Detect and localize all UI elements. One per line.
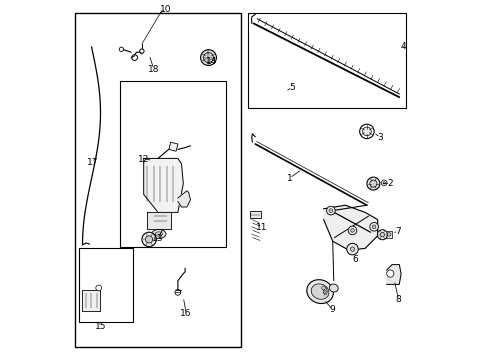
Circle shape bbox=[96, 285, 102, 291]
Circle shape bbox=[371, 225, 375, 229]
Text: 7: 7 bbox=[395, 227, 401, 236]
Text: 16: 16 bbox=[180, 309, 191, 318]
Circle shape bbox=[323, 288, 326, 292]
Circle shape bbox=[322, 287, 325, 291]
Circle shape bbox=[346, 243, 358, 255]
Polygon shape bbox=[143, 158, 183, 212]
Text: 9: 9 bbox=[329, 305, 335, 314]
Text: 17: 17 bbox=[87, 158, 98, 167]
Text: 4: 4 bbox=[400, 42, 406, 51]
Text: 11: 11 bbox=[256, 223, 267, 232]
Circle shape bbox=[175, 289, 181, 295]
Circle shape bbox=[119, 47, 123, 51]
Text: 3: 3 bbox=[377, 133, 383, 142]
Bar bbox=[247, 13, 406, 108]
Text: 6: 6 bbox=[352, 255, 358, 264]
Circle shape bbox=[386, 233, 390, 236]
Circle shape bbox=[359, 124, 373, 139]
Circle shape bbox=[140, 49, 144, 53]
Circle shape bbox=[377, 230, 386, 240]
Circle shape bbox=[386, 270, 393, 277]
Circle shape bbox=[203, 53, 213, 63]
Circle shape bbox=[382, 182, 385, 184]
Circle shape bbox=[323, 291, 326, 295]
Ellipse shape bbox=[151, 230, 166, 239]
Circle shape bbox=[326, 206, 335, 215]
Bar bbox=[385, 231, 392, 238]
Circle shape bbox=[381, 180, 386, 186]
Ellipse shape bbox=[311, 284, 328, 300]
Ellipse shape bbox=[328, 284, 338, 292]
Circle shape bbox=[369, 180, 376, 187]
Text: 18: 18 bbox=[148, 65, 159, 74]
Polygon shape bbox=[178, 191, 190, 207]
Circle shape bbox=[132, 55, 137, 60]
Text: 1: 1 bbox=[286, 174, 292, 183]
Circle shape bbox=[347, 226, 356, 235]
Circle shape bbox=[321, 286, 325, 290]
Ellipse shape bbox=[306, 280, 333, 303]
Circle shape bbox=[366, 177, 379, 190]
Polygon shape bbox=[323, 205, 377, 250]
Text: 5: 5 bbox=[289, 83, 295, 91]
Circle shape bbox=[323, 290, 326, 293]
Bar bbox=[82, 290, 101, 311]
Text: 8: 8 bbox=[395, 295, 401, 304]
Polygon shape bbox=[147, 212, 170, 229]
Circle shape bbox=[350, 229, 354, 232]
Polygon shape bbox=[386, 265, 400, 284]
Circle shape bbox=[200, 50, 216, 66]
Bar bbox=[79, 248, 133, 322]
Circle shape bbox=[369, 222, 378, 231]
Circle shape bbox=[380, 233, 384, 237]
Text: 10: 10 bbox=[160, 4, 171, 13]
Bar bbox=[75, 13, 241, 347]
Circle shape bbox=[328, 209, 332, 212]
Circle shape bbox=[145, 236, 152, 243]
Circle shape bbox=[142, 232, 156, 247]
Text: 12: 12 bbox=[138, 154, 149, 163]
Circle shape bbox=[349, 247, 354, 251]
Text: 2: 2 bbox=[386, 179, 392, 188]
Ellipse shape bbox=[155, 232, 162, 236]
Polygon shape bbox=[168, 142, 178, 151]
Bar bbox=[249, 211, 260, 218]
Text: 14: 14 bbox=[206, 57, 217, 66]
Text: 13: 13 bbox=[152, 234, 163, 243]
Bar bbox=[120, 81, 226, 247]
Text: 15: 15 bbox=[95, 323, 106, 331]
Circle shape bbox=[362, 127, 370, 136]
